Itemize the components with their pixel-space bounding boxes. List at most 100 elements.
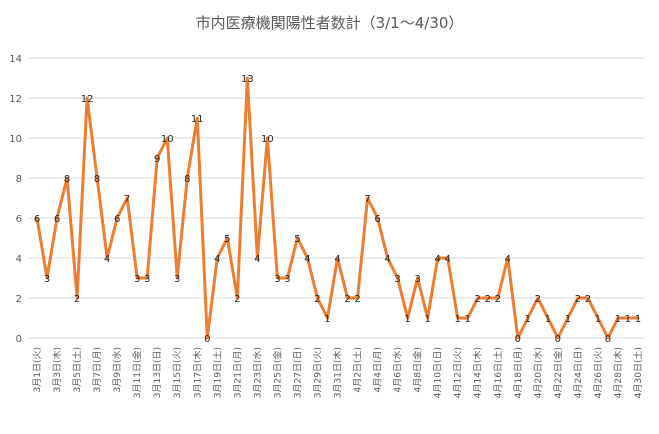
data-label: 1 [424, 314, 430, 325]
data-label: 6 [374, 214, 380, 225]
data-label: 7 [124, 194, 130, 205]
data-label: 7 [364, 194, 370, 205]
x-tick-label: 4月18日(月) [513, 347, 524, 398]
data-label: 10 [261, 134, 274, 145]
y-tick-label: 4 [16, 254, 22, 265]
data-label: 2 [585, 294, 591, 305]
data-label: 0 [204, 334, 210, 345]
data-label: 9 [154, 154, 160, 165]
data-label: 1 [595, 314, 601, 325]
x-tick-label: 4月16日(土) [492, 347, 504, 398]
data-label: 2 [475, 294, 481, 305]
data-label: 8 [184, 174, 190, 185]
data-label: 1 [404, 314, 410, 325]
y-tick-label: 0 [16, 334, 22, 345]
data-label: 2 [495, 294, 501, 305]
data-label: 6 [114, 214, 120, 225]
x-tick-label: 3月31日(木) [332, 347, 344, 398]
data-label: 11 [191, 114, 204, 125]
data-label: 3 [44, 274, 50, 285]
x-tick-label: 3月15日(火) [172, 347, 183, 398]
x-tick-label: 3月11日(金) [131, 347, 143, 398]
data-label: 4 [505, 254, 511, 265]
gridlines [28, 57, 645, 339]
x-tick-label: 4月2日(土) [352, 347, 364, 392]
data-label: 4 [304, 254, 310, 265]
data-label: 3 [274, 274, 280, 285]
x-tick-label: 4月24日(日) [573, 347, 584, 398]
data-label: 1 [635, 314, 641, 325]
data-label: 3 [394, 274, 400, 285]
data-label: 1 [615, 314, 621, 325]
data-label: 6 [34, 214, 40, 225]
data-label: 10 [161, 134, 174, 145]
data-label: 3 [284, 274, 290, 285]
data-label: 3 [134, 274, 140, 285]
data-label: 1 [545, 314, 551, 325]
data-label: 1 [324, 314, 330, 325]
data-label: 0 [555, 334, 561, 345]
x-tick-label: 3月7日(月) [92, 347, 103, 392]
y-tick-label: 2 [16, 294, 22, 305]
chart-title: 市内医療機関陽性者数計（3/1～4/30） [195, 14, 464, 32]
data-label: 2 [234, 294, 240, 305]
data-label: 12 [81, 94, 94, 105]
data-label: 1 [455, 314, 461, 325]
x-axis-ticks: 3月1日(火) 3月3日(木) 3月5日(土) 3月7日(月) 3月9日(水) 3月11日… [32, 347, 644, 398]
x-tick-label: 3月19日(土) [211, 347, 223, 398]
data-label: 2 [344, 294, 350, 305]
data-label: 3 [174, 274, 180, 285]
y-tick-label: 10 [9, 134, 22, 145]
x-tick-label: 3月25日(金) [271, 347, 283, 398]
x-tick-label: 4月26日(火) [593, 347, 604, 398]
x-tick-label: 4月14日(木) [472, 347, 484, 398]
data-label: 2 [575, 294, 581, 305]
x-tick-label: 3月9日(水) [111, 347, 123, 392]
x-tick-label: 4月4日(月) [373, 347, 384, 392]
data-label: 4 [444, 254, 450, 265]
series-line [35, 76, 640, 340]
data-label: 4 [104, 254, 110, 265]
x-tick-label: 4月20日(水) [532, 347, 544, 398]
data-label: 2 [354, 294, 360, 305]
y-axis-ticks: 0 2 4 6 8 10 12 14 [9, 54, 22, 345]
data-label: 4 [254, 254, 260, 265]
data-label: 8 [64, 174, 70, 185]
data-label: 2 [74, 294, 80, 305]
data-label: 4 [214, 254, 220, 265]
data-label: 1 [565, 314, 571, 325]
data-label: 2 [535, 294, 541, 305]
x-tick-label: 4月22日(金) [552, 347, 564, 398]
data-label: 1 [465, 314, 471, 325]
x-tick-label: 3月13日(日) [152, 347, 163, 398]
x-tick-label: 4月10日(日) [433, 347, 444, 398]
data-label: 6 [54, 214, 60, 225]
data-label: 0 [605, 334, 611, 345]
x-tick-label: 4月28日(木) [612, 347, 624, 398]
x-tick-label: 3月21日(月) [232, 347, 243, 398]
y-tick-label: 8 [16, 174, 22, 185]
data-label: 4 [334, 254, 340, 265]
data-label: 5 [294, 234, 300, 245]
x-tick-label: 3月27日(日) [292, 347, 303, 398]
series-line-0 [35, 76, 640, 340]
data-label: 0 [515, 334, 521, 345]
data-label: 13 [241, 74, 254, 85]
data-label: 2 [485, 294, 491, 305]
x-tick-label: 4月6日(水) [392, 347, 404, 392]
y-tick-label: 12 [9, 94, 22, 105]
x-tick-label: 3月1日(火) [32, 347, 43, 392]
x-tick-label: 3月17日(木) [191, 347, 203, 398]
data-label: 5 [224, 234, 230, 245]
data-label: 1 [525, 314, 531, 325]
x-tick-label: 3月3日(木) [51, 347, 63, 392]
y-tick-label: 14 [9, 54, 22, 65]
data-label: 2 [314, 294, 320, 305]
x-tick-label: 3月29日(火) [312, 347, 323, 398]
x-tick-label: 4月12日(火) [453, 347, 464, 398]
data-label: 3 [414, 274, 420, 285]
data-label: 8 [94, 174, 100, 185]
